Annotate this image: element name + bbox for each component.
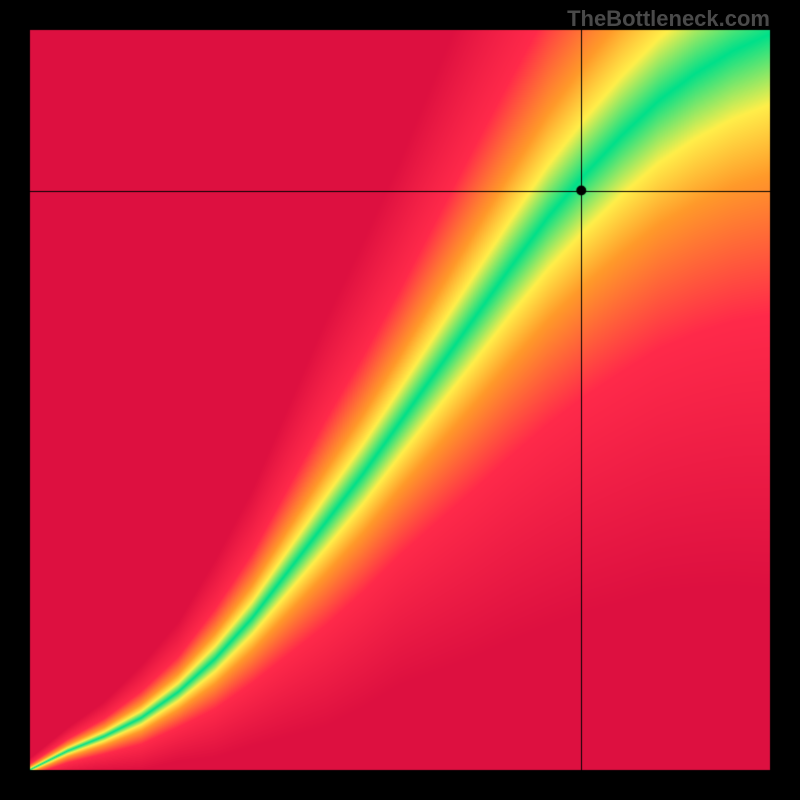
watermark-text: TheBottleneck.com bbox=[567, 6, 770, 32]
chart-container: TheBottleneck.com bbox=[0, 0, 800, 800]
bottleneck-heatmap-canvas bbox=[0, 0, 800, 800]
